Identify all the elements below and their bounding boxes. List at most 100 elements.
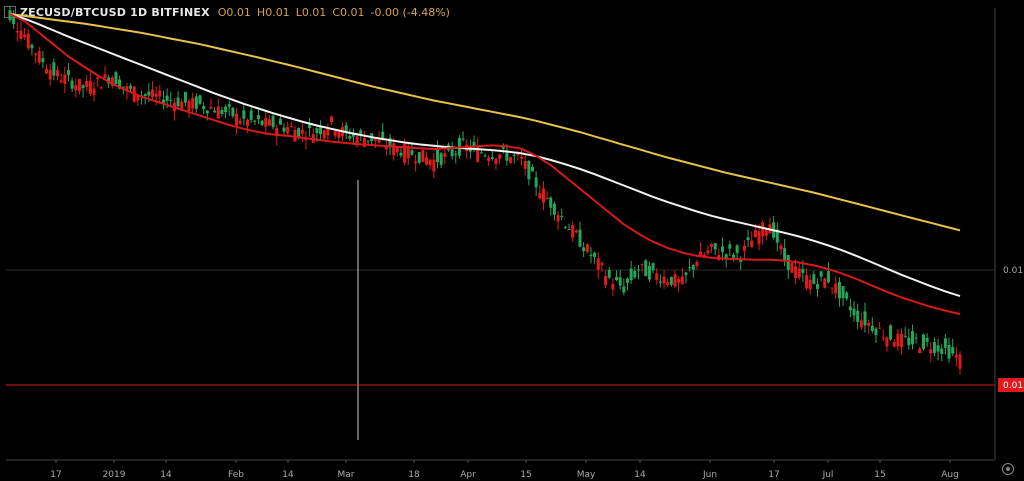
candle-body (213, 110, 217, 113)
candle-body (15, 31, 19, 33)
candle-body (830, 287, 834, 289)
candle-body (900, 333, 904, 348)
candle-body (238, 120, 242, 124)
candle-body (556, 215, 560, 222)
candle-body (220, 109, 224, 114)
candle-body (867, 322, 871, 326)
symbol-label[interactable]: ZECUSD/BTCUSD 1D BITFINEX (20, 6, 210, 19)
x-tick-label: 17 (50, 470, 61, 480)
candle-body (205, 110, 209, 114)
candle-body (797, 268, 801, 278)
candle-body (735, 245, 739, 253)
x-tick-label: Mar (338, 470, 355, 480)
candle-body (476, 146, 480, 162)
candle-body (816, 284, 819, 290)
candle-body (710, 244, 714, 247)
candle-body (881, 337, 885, 339)
candle-body (333, 130, 337, 136)
settings-gear-icon[interactable] (1002, 463, 1014, 475)
candle-body (892, 342, 896, 347)
candle-body (494, 158, 498, 165)
candle-body (626, 278, 629, 283)
candle-body (673, 274, 677, 287)
candle-body (479, 152, 483, 154)
candle-body (37, 51, 41, 63)
candle-body (461, 138, 465, 140)
candle-body (677, 278, 681, 283)
chart-header: ZECUSD/BTCUSD 1D BITFINEX O0.01 H0.01 L0… (4, 4, 450, 20)
candle-body (914, 337, 918, 339)
candle-body (414, 161, 418, 164)
change-value: -0.00 (-4.48%) (370, 5, 450, 19)
candle-body (699, 251, 703, 258)
candle-body (231, 107, 235, 117)
candle-body (439, 153, 443, 165)
candle-body (202, 106, 206, 110)
candle-body (742, 245, 746, 251)
candle-body (688, 267, 692, 269)
candle-body (271, 115, 275, 128)
candle-body (691, 265, 695, 270)
candle-body (399, 152, 403, 156)
candle-body (282, 127, 286, 132)
candle-body (684, 272, 688, 275)
candle-body (870, 325, 874, 332)
candle-body (728, 244, 732, 249)
candle-body (114, 72, 118, 85)
candle-body (589, 254, 593, 257)
x-tick-label: 14 (282, 470, 294, 480)
x-tick-label: Aug (941, 470, 959, 480)
candle-body (246, 119, 249, 127)
candle-body (388, 137, 392, 148)
candle-body (896, 333, 900, 347)
candle-body (286, 127, 290, 134)
candle-body (26, 33, 30, 49)
candle-body (8, 10, 12, 21)
candle-body (651, 263, 655, 271)
symbol-name: ZECUSD/BTCUSD (20, 5, 127, 19)
x-tick-label: 17 (768, 470, 779, 480)
candle-body (209, 106, 213, 109)
candle-body (834, 283, 838, 294)
candle-body (293, 129, 297, 142)
candle-body (289, 126, 293, 128)
candle-body (567, 229, 571, 231)
candle-body (501, 147, 505, 149)
candle-body (30, 44, 34, 49)
x-tick-label: Jun (702, 470, 717, 480)
candle-body (490, 157, 494, 159)
candle-body (472, 141, 476, 147)
candle-body (151, 89, 154, 98)
candle-body (527, 160, 531, 180)
candle-body (121, 86, 125, 88)
candle-body (669, 276, 673, 285)
candle-body (56, 70, 59, 77)
candle-body (852, 308, 856, 316)
candle-body (165, 95, 169, 101)
candle-body (125, 86, 129, 91)
candle-body (384, 146, 388, 150)
candle-body (330, 116, 334, 123)
candle-body (432, 159, 436, 172)
exchange-label: BITFINEX (151, 5, 210, 19)
candle-body (925, 337, 929, 342)
candle-body (96, 77, 100, 79)
candle-body (593, 252, 597, 257)
candle-body (253, 120, 257, 122)
candle-body (278, 118, 282, 125)
candle-body (267, 119, 271, 126)
candle-body (85, 80, 89, 88)
candle-body (775, 229, 779, 243)
candle-body (107, 77, 111, 84)
candle-body (249, 110, 253, 120)
candle-body (227, 104, 231, 107)
candle-body (300, 129, 304, 134)
candle-body (779, 245, 783, 250)
candle-body (417, 152, 421, 163)
y-tick-label: 0.01 (1003, 266, 1023, 276)
candle-body (297, 128, 301, 137)
candle-body (911, 331, 914, 345)
candle-body (505, 152, 509, 161)
candle-body (443, 153, 447, 157)
